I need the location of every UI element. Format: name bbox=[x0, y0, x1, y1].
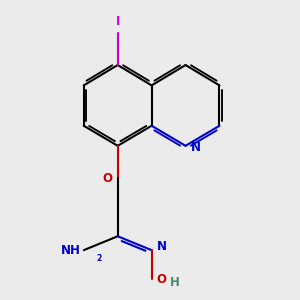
Text: N: N bbox=[157, 240, 166, 254]
Text: NH: NH bbox=[61, 244, 80, 257]
Text: N: N bbox=[190, 141, 200, 154]
Text: O: O bbox=[157, 273, 166, 286]
Text: H: H bbox=[169, 276, 179, 289]
Text: 2: 2 bbox=[96, 254, 101, 263]
Text: O: O bbox=[102, 172, 112, 184]
Text: I: I bbox=[116, 15, 120, 28]
